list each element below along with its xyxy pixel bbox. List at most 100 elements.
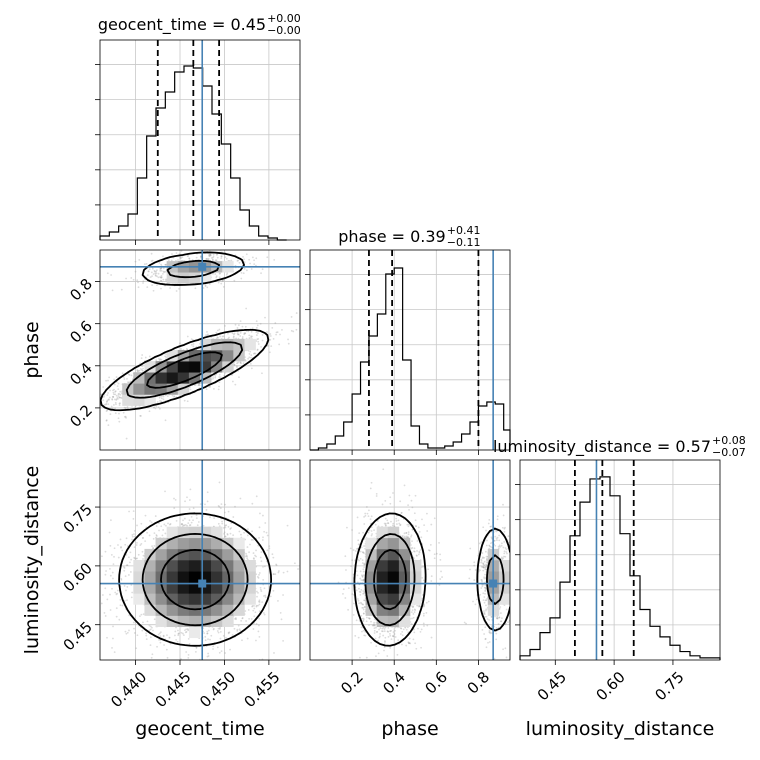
sample-point	[160, 279, 163, 282]
sample-point	[119, 390, 122, 393]
sample-point	[232, 335, 235, 338]
density-cell	[133, 383, 145, 395]
sample-point	[276, 331, 279, 334]
sample-point	[242, 255, 244, 258]
truth-marker	[198, 262, 207, 271]
sample-point	[215, 276, 218, 279]
tick-marks	[305, 274, 479, 455]
sample-point	[256, 348, 259, 351]
sample-point	[198, 383, 200, 386]
sample-point	[258, 610, 261, 613]
sample-point	[106, 400, 109, 403]
sample-point	[223, 531, 226, 534]
sample-point	[117, 388, 120, 391]
sample-point	[120, 577, 123, 580]
sample-point	[136, 524, 138, 527]
sample-point	[229, 528, 232, 530]
sample-point	[162, 255, 164, 258]
sample-point	[252, 352, 255, 355]
sample-point	[258, 617, 261, 620]
sample-point	[133, 546, 136, 549]
sample-point	[103, 395, 105, 398]
sample-point	[123, 599, 126, 602]
sample-point	[255, 639, 257, 642]
sample-point	[166, 395, 169, 398]
sample-point	[217, 631, 220, 634]
sample-point	[107, 392, 109, 394]
sample-point	[159, 268, 162, 270]
sample-point	[151, 545, 153, 548]
sample-point	[204, 284, 207, 287]
sample-point	[207, 655, 210, 657]
sample-point	[223, 519, 226, 522]
sample-point	[244, 325, 247, 328]
sample-point	[141, 537, 144, 539]
sample-point	[241, 617, 244, 619]
sample-point	[207, 257, 210, 260]
sample-point	[218, 651, 221, 654]
sample-point	[81, 606, 83, 608]
sample-point	[113, 378, 116, 381]
sample-point	[258, 526, 261, 529]
sample-point	[183, 399, 186, 402]
sample-point	[110, 519, 112, 522]
sample-point	[149, 644, 152, 647]
sample-point	[143, 263, 146, 266]
sample-point	[269, 338, 272, 341]
panel-geocent_time-vs-phase	[88, 248, 301, 451]
sample-point	[151, 284, 154, 286]
sample-point	[149, 636, 152, 639]
sample-point	[237, 361, 239, 364]
sample-point	[165, 279, 168, 282]
sample-point	[160, 276, 163, 279]
histogram-phase	[305, 249, 511, 455]
sample-point	[168, 636, 171, 639]
sample-point	[225, 257, 228, 260]
sample-point	[239, 629, 242, 632]
density-cell	[166, 383, 179, 395]
sample-point	[147, 270, 150, 273]
sample-point	[250, 538, 253, 541]
sample-point	[127, 381, 129, 384]
sample-point	[220, 255, 223, 258]
sample-point	[239, 320, 242, 323]
sample-point	[133, 529, 136, 532]
sample-point	[219, 507, 222, 510]
sample-point	[88, 394, 90, 396]
sample-point	[209, 254, 212, 256]
sample-point	[246, 534, 249, 537]
sample-point	[251, 604, 254, 607]
density-cell	[222, 350, 234, 362]
sample-point	[155, 272, 158, 275]
sample-point	[96, 585, 98, 587]
sample-point	[194, 650, 197, 653]
sample-point	[206, 500, 209, 503]
sample-point	[205, 257, 208, 260]
sample-point	[149, 628, 152, 631]
sample-point	[182, 634, 185, 637]
sample-point	[234, 383, 237, 386]
sample-point	[275, 331, 278, 334]
sample-point	[217, 336, 219, 339]
sample-point	[148, 629, 151, 632]
sample-point	[106, 399, 109, 402]
sample-point	[205, 509, 208, 511]
sample-point	[245, 248, 247, 250]
sample-point	[204, 639, 207, 642]
sample-point	[293, 562, 296, 565]
sample-point	[244, 332, 247, 335]
sample-point	[133, 632, 136, 634]
sample-point	[225, 273, 228, 276]
sample-point	[206, 491, 209, 494]
sample-point	[216, 329, 219, 332]
sample-point	[184, 500, 186, 503]
sample-point	[139, 414, 142, 417]
sample-point	[118, 392, 120, 395]
sample-point	[159, 276, 162, 279]
sample-point	[177, 629, 179, 632]
sample-point	[112, 396, 114, 398]
sample-point	[220, 503, 223, 506]
sample-point	[238, 261, 241, 264]
sample-point	[204, 503, 206, 506]
sample-point	[149, 276, 152, 279]
